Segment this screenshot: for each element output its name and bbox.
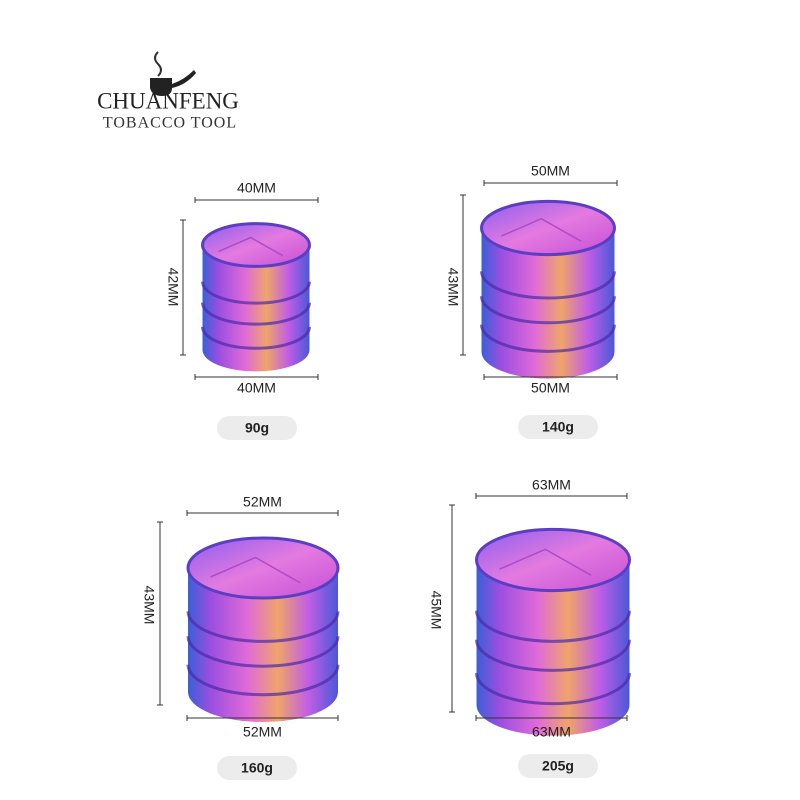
grinder-band	[186, 664, 340, 697]
top-width-label: 52MM	[243, 494, 282, 510]
grinder-band	[480, 271, 616, 300]
product-card: 52MM 52MM 43MM 160g	[141, 494, 340, 780]
smoke-icon	[154, 51, 162, 77]
weight-label: 140g	[542, 419, 574, 435]
grinder-band	[480, 324, 616, 353]
product-card: 40MM 40MM 42MM 90g	[165, 180, 319, 440]
weight-label: 160g	[241, 760, 273, 776]
grinder-bottom	[188, 662, 338, 722]
top-width-label: 50MM	[531, 163, 570, 179]
product-card: 63MM 63MM 45MM 205g	[428, 477, 631, 778]
grinder-band	[201, 326, 311, 350]
height-label: 42MM	[165, 268, 181, 307]
grinder-top	[475, 527, 631, 593]
products: 40MM 40MM 42MM 90g 50MM 50MM 43MM 140g 52MM 52MM 4…	[141, 163, 631, 780]
height-label: 43MM	[141, 586, 157, 625]
grinder-top	[186, 536, 340, 600]
weight-label: 205g	[542, 758, 574, 774]
weight-pill	[217, 416, 297, 440]
grinder-band	[201, 302, 311, 326]
grinder-cone	[218, 236, 284, 257]
grinder-top	[201, 222, 311, 268]
weight-pill	[518, 754, 598, 778]
grinder-band	[480, 296, 616, 325]
weight-label: 90g	[245, 420, 269, 436]
brand-name: CHUANFENG	[97, 88, 239, 113]
grinder-band	[186, 611, 340, 643]
grinder-band	[186, 636, 340, 668]
grinder-band	[201, 281, 311, 305]
top-width-label: 40MM	[237, 180, 276, 196]
bottom-width-label: 50MM	[531, 380, 570, 396]
grinder-band	[475, 639, 631, 672]
bottom-width-label: 52MM	[243, 724, 282, 740]
grinder-cone	[499, 548, 592, 576]
pipe-icon	[150, 70, 196, 96]
bottom-width-label: 40MM	[237, 380, 276, 396]
logo: CHUANFENG TOBACCO TOOL	[97, 51, 239, 132]
grinder-cone	[210, 556, 301, 584]
grinder-band	[475, 673, 631, 706]
product-card: 50MM 50MM 43MM 140g	[445, 163, 618, 439]
brand-tagline: TOBACCO TOOL	[103, 115, 237, 132]
top-width-label: 63MM	[532, 477, 571, 493]
grinder-top	[480, 199, 616, 257]
weight-pill	[217, 756, 297, 780]
grinder-cone	[501, 217, 582, 242]
height-label: 45MM	[428, 591, 444, 630]
bottom-width-label: 63MM	[532, 724, 571, 740]
grinder-bottom	[202, 328, 310, 372]
weight-pill	[518, 415, 598, 439]
height-label: 43MM	[445, 268, 461, 307]
grinder-band	[475, 610, 631, 643]
